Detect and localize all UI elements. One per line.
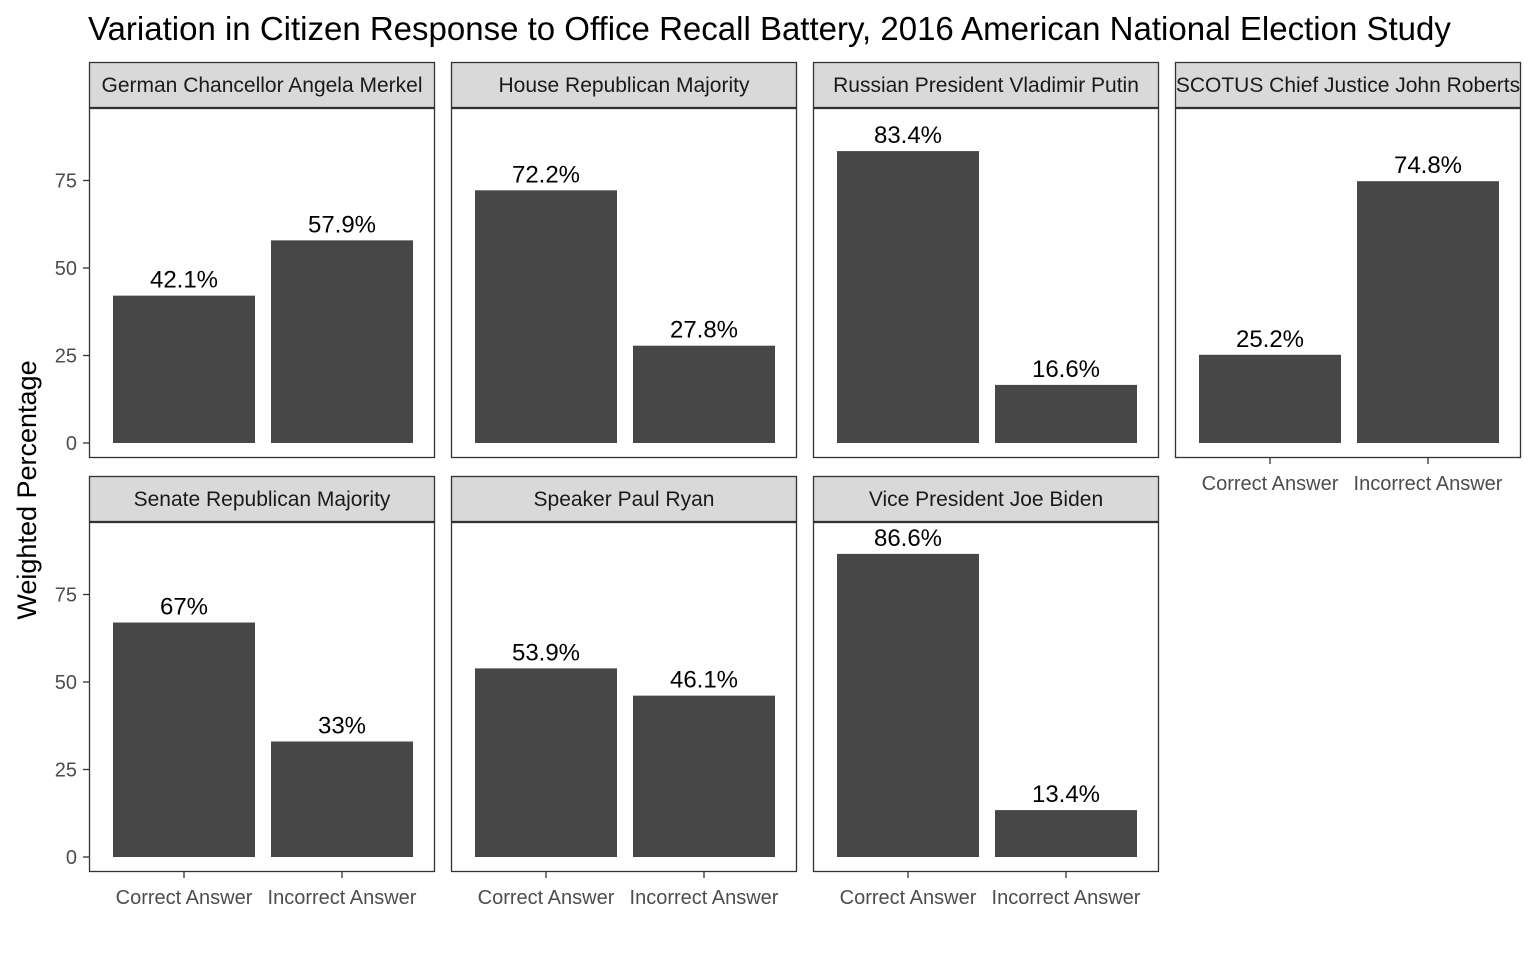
- x-tick-label: Correct Answer: [116, 887, 253, 909]
- data-label: 27.8%: [670, 317, 738, 344]
- bar-incorrect-answer: [271, 741, 413, 857]
- facet-strip: [450, 61, 798, 109]
- facet-russian-president-vladimir-putin: Russian President Vladimir Putin 83.4% 16.…: [812, 61, 1160, 459]
- data-label: 16.6%: [1032, 356, 1100, 383]
- data-label: 67%: [160, 594, 208, 621]
- facet-title: Russian President Vladimir Putin: [833, 74, 1139, 97]
- facet-strip: [812, 475, 1160, 523]
- facet-german-chancellor-angela-merkel: German Chancellor Angela Merkel 42.1% 57.9…: [55, 61, 436, 459]
- bar-incorrect-answer: [633, 695, 775, 857]
- bar-incorrect-answer: [1357, 181, 1499, 443]
- facet-strip: [812, 61, 1160, 109]
- x-tick-label: Incorrect Answer: [1354, 473, 1503, 495]
- chart-title: Variation in Citizen Response to Office …: [88, 10, 1451, 47]
- bar-incorrect-answer: [995, 810, 1137, 857]
- y-axis-title: Weighted Percentage: [12, 360, 42, 619]
- bar-correct-answer: [113, 295, 255, 443]
- x-tick-label: Incorrect Answer: [268, 887, 417, 909]
- facet-speaker-paul-ryan: Speaker Paul Ryan 53.9% 46.1% Correct Answe…: [450, 475, 798, 909]
- facet-title: Senate Republican Majority: [134, 488, 391, 511]
- x-tick-label: Incorrect Answer: [630, 887, 779, 909]
- data-label: 42.1%: [150, 267, 218, 294]
- facet-vice-president-joe-biden: Vice President Joe Biden 86.6% 13.4% Correc…: [812, 475, 1160, 909]
- bar-correct-answer: [837, 553, 979, 857]
- data-label: 46.1%: [670, 667, 738, 694]
- y-tick-label: 0: [66, 847, 77, 869]
- facet-title: German Chancellor Angela Merkel: [102, 74, 423, 97]
- y-tick-label: 25: [55, 346, 77, 368]
- x-tick-label: Correct Answer: [840, 887, 977, 909]
- data-label: 74.8%: [1394, 152, 1462, 179]
- facet-strip: [88, 61, 436, 109]
- bar-correct-answer: [475, 668, 617, 857]
- facet-title: House Republican Majority: [499, 74, 750, 97]
- bar-incorrect-answer: [633, 345, 775, 443]
- bar-correct-answer: [475, 190, 617, 443]
- y-tick-label: 75: [55, 171, 77, 193]
- data-label: 33%: [318, 713, 366, 740]
- facet-title: SCOTUS Chief Justice John Roberts: [1176, 74, 1520, 97]
- y-tick-label: 75: [55, 585, 77, 607]
- facet-panels: German Chancellor Angela Merkel 42.1% 57.9…: [55, 61, 1522, 909]
- facet-strip: [1174, 61, 1522, 109]
- facet-scotus-chief-justice-john-roberts: SCOTUS Chief Justice John Roberts 25.2% 74…: [1174, 61, 1522, 495]
- y-tick-label: 50: [55, 672, 77, 694]
- facet-strip: [450, 475, 798, 523]
- bar-correct-answer: [1199, 354, 1341, 443]
- y-tick-label: 25: [55, 760, 77, 782]
- bar-incorrect-answer: [995, 384, 1137, 443]
- data-label: 53.9%: [512, 639, 580, 666]
- data-label: 25.2%: [1236, 326, 1304, 353]
- facet-title: Vice President Joe Biden: [869, 488, 1103, 511]
- x-tick-label: Correct Answer: [1202, 473, 1339, 495]
- data-label: 13.4%: [1032, 781, 1100, 808]
- facet-title: Speaker Paul Ryan: [534, 488, 715, 511]
- x-tick-label: Correct Answer: [478, 887, 615, 909]
- data-label: 83.4%: [874, 122, 942, 149]
- y-tick-label: 50: [55, 258, 77, 280]
- facet-strip: [88, 475, 436, 523]
- y-tick-label: 0: [66, 433, 77, 455]
- facet-house-republican-majority: House Republican Majority 72.2% 27.8%: [450, 61, 798, 459]
- data-label: 86.6%: [874, 525, 942, 552]
- bar-incorrect-answer: [271, 240, 413, 443]
- data-label: 72.2%: [512, 161, 580, 188]
- data-label: 57.9%: [308, 211, 376, 238]
- bar-correct-answer: [837, 151, 979, 443]
- facet-senate-republican-majority: Senate Republican Majority 67% 33% 0 25 50 75 C…: [55, 475, 436, 909]
- x-tick-label: Incorrect Answer: [992, 887, 1141, 909]
- bar-correct-answer: [113, 622, 255, 857]
